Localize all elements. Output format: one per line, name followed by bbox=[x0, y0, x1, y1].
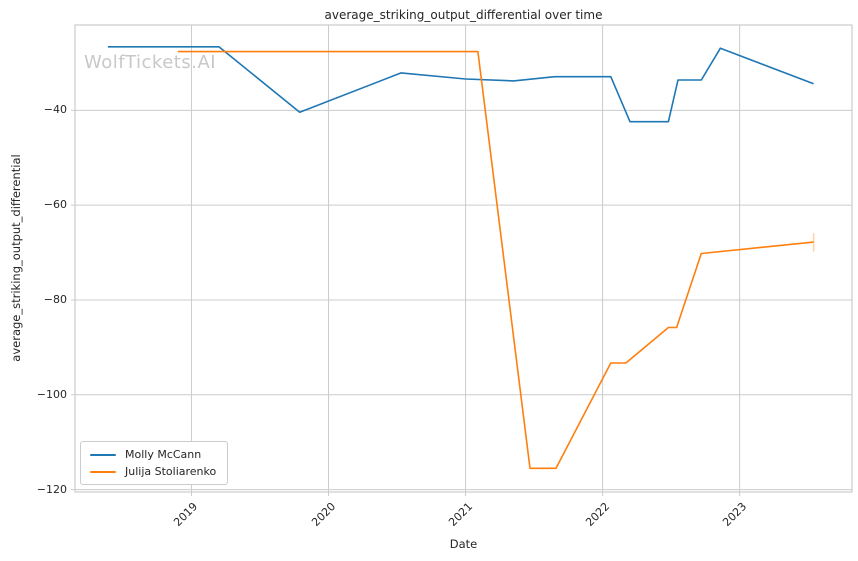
y-tick-label--80: −80 bbox=[43, 292, 67, 306]
series-line-julija-stoliarenko bbox=[177, 50, 814, 470]
y-tick-label--40: −40 bbox=[43, 103, 67, 117]
y-tick-label--120: −120 bbox=[36, 482, 67, 496]
legend-line-swatch-blue bbox=[90, 453, 116, 456]
legend-line-swatch-orange bbox=[90, 470, 116, 473]
y-tick-label--100: −100 bbox=[36, 387, 67, 401]
legend-label: Julija Stoliarenko bbox=[125, 465, 217, 478]
axes-frame bbox=[74, 24, 853, 493]
x-axis-label: Date bbox=[449, 537, 478, 551]
chart-title: average_striking_output_differential ove… bbox=[324, 8, 603, 22]
legend-entry-julija-stoliarenko: Julija Stoliarenko bbox=[90, 465, 218, 478]
series-line-molly-mccann bbox=[107, 45, 814, 123]
watermark: WolfTickets.AI bbox=[84, 52, 217, 73]
legend: Molly McCann Julija Stoliarenko bbox=[80, 441, 228, 485]
legend-entry-molly-mccann: Molly McCann bbox=[90, 448, 218, 461]
y-axis-label: average_striking_output_differential bbox=[9, 154, 23, 362]
y-tick-label--60: −60 bbox=[43, 198, 67, 212]
legend-label: Molly McCann bbox=[125, 448, 202, 461]
